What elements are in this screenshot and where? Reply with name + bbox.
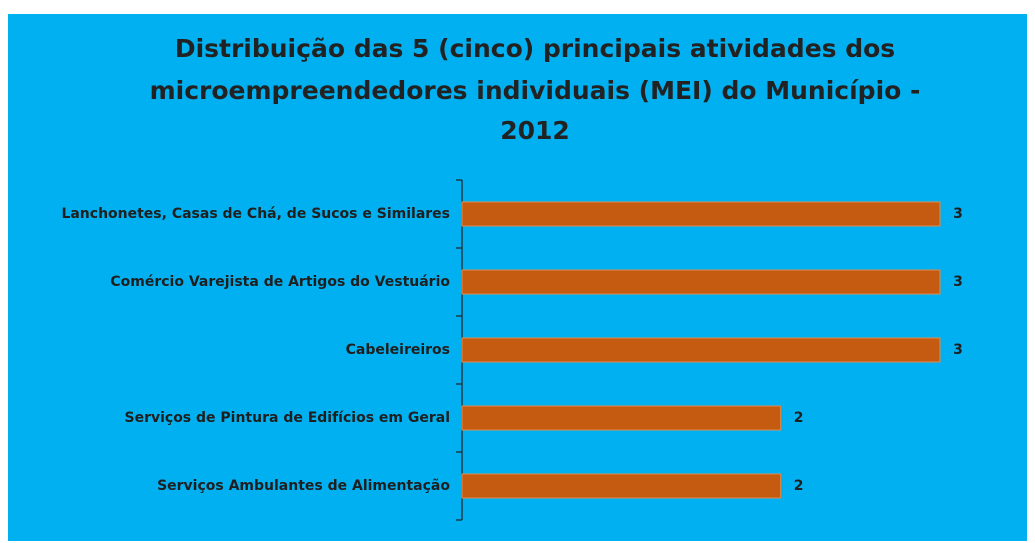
data-label: 2	[794, 410, 804, 426]
bar	[461, 473, 782, 499]
data-label: 3	[953, 342, 963, 358]
y-tick-label: Comércio Varejista de Artigos do Vestuár…	[110, 274, 450, 290]
bar	[461, 405, 782, 431]
chart-title: Distribuição das 5 (cinco) principais at…	[175, 34, 895, 63]
y-tick-label: Lanchonetes, Casas de Chá, de Sucos e Si…	[61, 206, 450, 222]
chart-title: microempreendedores individuais (MEI) do…	[150, 76, 921, 105]
data-label: 3	[953, 274, 963, 290]
chart-title: 2012	[500, 116, 570, 145]
y-tick-label: Cabeleireiros	[346, 342, 450, 358]
y-tick-label: Serviços Ambulantes de Alimentação	[157, 478, 450, 494]
bar	[461, 269, 941, 295]
data-label: 3	[953, 206, 963, 222]
bar	[461, 337, 941, 363]
y-tick-label: Serviços de Pintura de Edifícios em Gera…	[124, 410, 450, 426]
data-label: 2	[794, 478, 804, 494]
bar	[461, 201, 941, 227]
